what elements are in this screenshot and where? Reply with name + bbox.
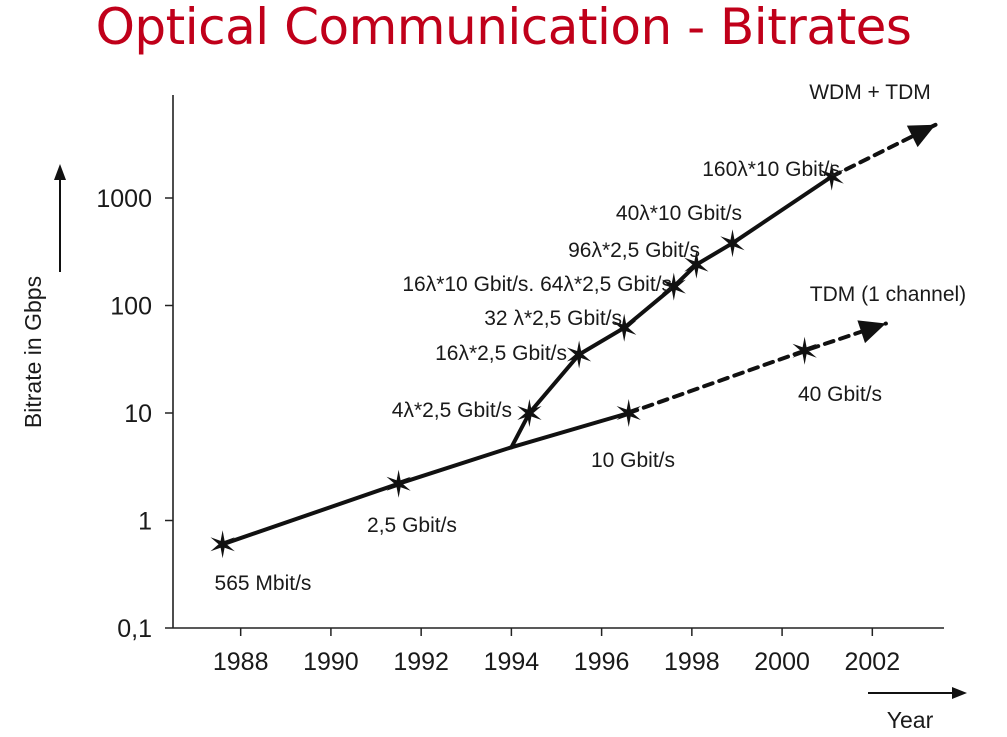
data-point: [612, 313, 637, 342]
x-axis-label: Year: [887, 707, 934, 733]
data-point: [720, 229, 745, 258]
x-tick-label: 1998: [664, 648, 720, 676]
data-point: [517, 399, 542, 427]
data-point: [386, 469, 411, 498]
series-label-wdm-tdm: WDM + TDM: [809, 81, 931, 104]
data-label: 40 Gbit/s: [798, 383, 882, 406]
line-tdm: [509, 411, 631, 450]
data-point: [566, 340, 592, 369]
arrowhead-wdm-tdm: [906, 124, 936, 148]
axes: [54, 95, 967, 699]
y-tick-label: 0,1: [117, 615, 152, 643]
tick-labels: 0,1 1 10 100 1000 1988 1990 1992 1994 1996 1998 200…: [96, 185, 900, 676]
y-tick-label: 1: [138, 508, 152, 536]
series-label-tdm: TDM (1 channel): [810, 283, 966, 306]
x-direction-arrowhead: [952, 687, 967, 699]
star-shape: [566, 340, 592, 369]
star-shape: [612, 313, 637, 342]
y-axis-label: Bitrate in Gbps: [20, 276, 46, 428]
star-shape: [720, 229, 745, 258]
star-shape: [819, 162, 844, 191]
data-point: [661, 272, 686, 301]
x-tick-label: 2000: [754, 648, 810, 676]
label-565-mbit: 565 Mbit/s: [215, 572, 312, 595]
data-label: 96λ*2,5 Gbit/s: [568, 239, 700, 262]
series-lines: [220, 122, 938, 547]
x-tick-label: 1988: [213, 648, 269, 676]
star-shape: [684, 250, 709, 279]
star-shape: [517, 399, 542, 427]
x-tick-label: 2002: [845, 648, 901, 676]
y-tick-label: 1000: [96, 185, 152, 213]
y-direction-arrowhead: [54, 164, 66, 180]
data-point: [210, 530, 235, 559]
x-tick-label: 1990: [303, 648, 359, 676]
star-shape: [616, 399, 641, 427]
data-label: 16λ*10 Gbit/s. 64λ*2,5 Gbit/s: [402, 273, 672, 296]
star-shape: [792, 336, 817, 365]
star-shape: [386, 469, 411, 498]
arrowhead-tdm: [857, 320, 886, 344]
data-point: [684, 250, 709, 279]
y-tick-label: 10: [124, 400, 152, 428]
data-label: 10 Gbit/s: [591, 449, 675, 472]
data-point: [792, 336, 817, 365]
data-label: 16λ*2,5 Gbit/s: [435, 342, 567, 365]
data-point: [819, 162, 844, 191]
x-tick-label: 1994: [484, 648, 540, 676]
data-label: 160λ*10 Gbit/s: [702, 158, 840, 181]
x-tick-label: 1992: [393, 648, 449, 676]
data-points: [210, 162, 844, 559]
star-shape: [210, 530, 235, 559]
data-label: 4λ*2,5 Gbit/s: [392, 399, 512, 422]
data-label: 32 λ*2,5 Gbit/s: [484, 307, 622, 330]
label-2-5-gbit: 2,5 Gbit/s: [367, 514, 457, 537]
data-label: 40λ*10 Gbit/s: [616, 202, 742, 225]
x-tick-label: 1996: [574, 648, 630, 676]
y-tick-label: 100: [110, 293, 152, 321]
page-title: Optical Communication - Bitrates: [95, 0, 912, 56]
star-shape: [661, 272, 686, 301]
data-labels: 10 Gbit/s 40 Gbit/s 4λ*2,5 Gbit/s 16λ*2,5 G…: [392, 158, 882, 472]
data-point: [616, 399, 641, 427]
